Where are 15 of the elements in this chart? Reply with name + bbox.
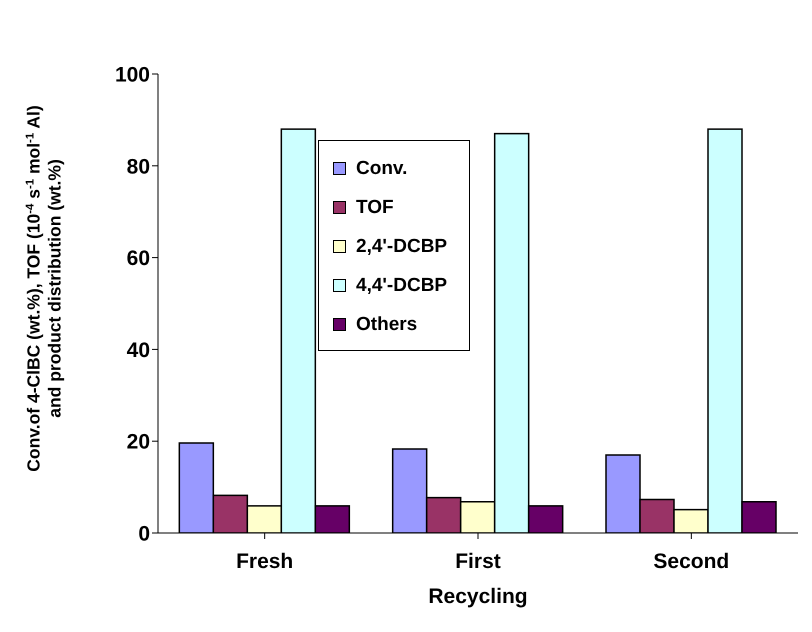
x-tick-label: First	[455, 550, 501, 573]
y-tick-label: 40	[126, 338, 150, 362]
legend-label: Conv.	[356, 158, 408, 180]
legend-label: TOF	[356, 196, 394, 218]
y-tick-label: 60	[126, 247, 150, 270]
x-tick-label: Fresh	[236, 550, 294, 573]
legend-label: 4,4'-DCBP	[356, 274, 448, 296]
legend-label: Others	[356, 314, 418, 336]
legend-label: 2,4'-DCBP	[356, 236, 448, 258]
x-tick-label: Second	[653, 550, 730, 573]
y-tick-label: 100	[114, 63, 150, 86]
x-axis-title: Recycling	[428, 585, 528, 608]
y-tick-label: 0	[138, 522, 150, 546]
y-tick-label: 80	[126, 155, 150, 178]
y-tick-label: 20	[126, 430, 150, 454]
